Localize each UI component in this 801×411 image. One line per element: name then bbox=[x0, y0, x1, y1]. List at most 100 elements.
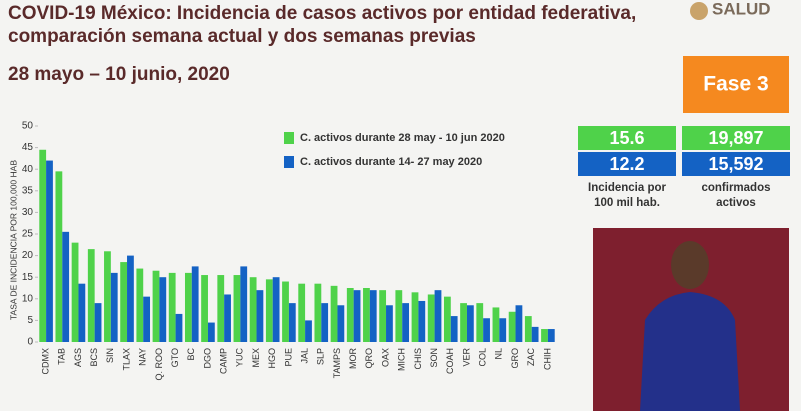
bar bbox=[224, 294, 231, 342]
x-tick-label: MEX bbox=[251, 348, 261, 368]
x-tick-label: GRO bbox=[510, 348, 520, 369]
bar bbox=[201, 275, 208, 342]
bar bbox=[337, 305, 345, 342]
y-tick-label: 50 bbox=[22, 121, 34, 132]
x-tick-label: NAY bbox=[138, 348, 148, 366]
x-tick-label: SON bbox=[429, 348, 439, 368]
bar bbox=[94, 303, 102, 342]
phase: Fase 3 bbox=[703, 73, 768, 96]
bar bbox=[78, 283, 86, 342]
bar bbox=[184, 272, 192, 342]
y-tick-label: 30 bbox=[22, 207, 34, 218]
x-tick-label: QRO bbox=[364, 348, 374, 369]
y-tick-label: 15 bbox=[22, 272, 34, 283]
logo: SALUD bbox=[712, 0, 771, 18]
bar bbox=[127, 255, 134, 342]
bar bbox=[240, 266, 248, 342]
stat-label: activos bbox=[716, 197, 756, 209]
x-tick-label: TLAX bbox=[121, 348, 131, 371]
title-line: comparación semana actual y dos semanas … bbox=[8, 26, 476, 47]
bar bbox=[434, 290, 442, 342]
bar bbox=[499, 318, 507, 342]
x-tick-label: SIN bbox=[105, 348, 115, 363]
bar bbox=[524, 316, 532, 342]
bar bbox=[110, 272, 118, 342]
stat-value: 12.2 bbox=[609, 154, 644, 174]
bar bbox=[62, 231, 70, 342]
x-tick-label: NL bbox=[494, 348, 504, 360]
stat-box bbox=[682, 152, 790, 176]
x-tick-label: TAMPS bbox=[332, 348, 342, 378]
bar bbox=[541, 329, 548, 342]
stat-label: confirmados bbox=[701, 182, 770, 194]
bar bbox=[402, 303, 410, 342]
bar bbox=[298, 283, 306, 342]
bar bbox=[476, 303, 484, 342]
bar bbox=[87, 249, 95, 342]
x-tick-label: COL bbox=[478, 348, 488, 367]
bar bbox=[168, 272, 176, 342]
bar bbox=[515, 305, 523, 342]
bar bbox=[353, 290, 361, 342]
x-tick-label: BC bbox=[186, 348, 196, 361]
stat-box bbox=[578, 126, 676, 150]
x-tick-label: MICH bbox=[397, 348, 407, 371]
bar bbox=[466, 305, 474, 342]
x-tick-label: SLP bbox=[316, 348, 326, 365]
x-tick-label: CHIH bbox=[542, 348, 552, 370]
y-tick-label: 40 bbox=[22, 164, 34, 175]
logo-emblem bbox=[690, 2, 708, 20]
bar bbox=[443, 296, 451, 342]
bar bbox=[191, 266, 199, 342]
bar bbox=[492, 307, 500, 342]
y-tick-label: 10 bbox=[22, 293, 34, 304]
bar bbox=[39, 149, 47, 342]
bar bbox=[159, 277, 167, 342]
bar bbox=[233, 275, 241, 342]
x-tick-label: AGS bbox=[73, 348, 83, 367]
stat-box bbox=[682, 126, 790, 150]
stat-value: 15,592 bbox=[708, 154, 763, 174]
bar bbox=[143, 296, 151, 342]
bar bbox=[207, 322, 215, 342]
bar bbox=[256, 290, 264, 342]
x-tick-label: PUE bbox=[283, 348, 293, 367]
stat-label: 100 mil hab. bbox=[594, 197, 660, 209]
bar bbox=[120, 262, 128, 342]
bar bbox=[386, 305, 393, 342]
x-tick-label: HGO bbox=[267, 348, 277, 369]
bar bbox=[547, 329, 555, 342]
y-axis-label: TASA DE INCIDENCIA POR 100,000 HAB bbox=[8, 160, 18, 320]
x-tick-label: VER bbox=[461, 348, 471, 367]
legend-label: C. activos durante 14- 27 may 2020 bbox=[300, 156, 482, 168]
bar bbox=[418, 300, 426, 342]
x-tick-label: CAMP bbox=[219, 348, 229, 374]
bar bbox=[249, 277, 257, 342]
x-tick-label: CHIS bbox=[413, 348, 423, 370]
bar bbox=[321, 303, 329, 342]
bar bbox=[314, 283, 322, 342]
bar bbox=[346, 288, 354, 342]
bar bbox=[531, 326, 539, 342]
legend-label: C. activos durante 28 may - 10 jun 2020 bbox=[300, 132, 505, 144]
bar bbox=[55, 171, 63, 342]
bar bbox=[427, 294, 435, 342]
bar bbox=[265, 279, 273, 342]
x-tick-label: BCS bbox=[89, 348, 99, 367]
bar bbox=[175, 313, 183, 342]
y-tick-label: 45 bbox=[22, 142, 34, 153]
stat-box bbox=[578, 152, 676, 176]
bar bbox=[282, 281, 289, 342]
bar bbox=[395, 290, 403, 342]
bar bbox=[330, 285, 338, 342]
x-tick-label: YUC bbox=[235, 348, 245, 368]
bar bbox=[104, 251, 111, 342]
stat-value: 15.6 bbox=[609, 128, 644, 148]
title-line: COVID-19 México: Incidencia de casos act… bbox=[8, 3, 636, 24]
x-tick-label: COAH bbox=[445, 348, 455, 374]
y-tick-label: 5 bbox=[27, 315, 33, 326]
y-tick-label: 25 bbox=[22, 229, 34, 240]
bar bbox=[71, 242, 79, 342]
subtitle: 28 mayo – 10 junio, 2020 bbox=[8, 64, 230, 85]
